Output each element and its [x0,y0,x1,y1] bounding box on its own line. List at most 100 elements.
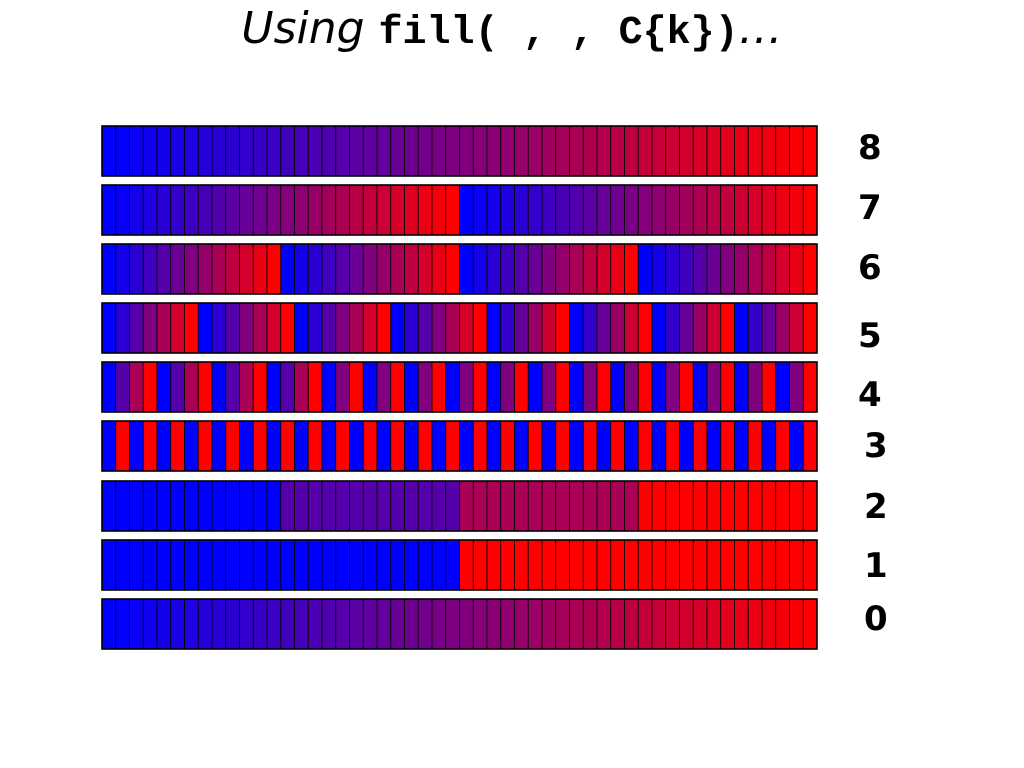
strip-cell [390,420,405,472]
strip-frame [101,598,818,650]
strip-cell [734,125,749,177]
strip-cell [802,539,818,591]
strip-cell [362,539,378,591]
strip-cell [775,243,790,295]
strip-cell [514,184,529,236]
strip-cell [527,539,543,591]
strip-cell [541,539,557,591]
strip-cell [307,598,323,650]
strip-cell [280,420,295,472]
strip-cell [156,480,172,532]
strip-cell [129,598,144,650]
strip-cell [417,361,433,413]
strip-cell [225,302,240,354]
strip-cell [802,125,818,177]
strip-cell [129,125,144,177]
strip-cell [197,184,213,236]
strip-cell [734,480,749,532]
strip-cell [307,480,323,532]
strip-7 [101,184,818,236]
strip-cell [500,302,515,354]
strip-cell [197,125,213,177]
strip-frame [101,420,818,472]
strip-cell [610,598,625,650]
strip-cell [541,598,557,650]
slide-title: Using fill( , , C{k})… [0,4,1024,59]
strip-cell [390,184,405,236]
strip-frame [101,480,818,532]
strip-cell [445,302,460,354]
strip-cell [610,480,625,532]
strip-cell [789,361,804,413]
strip-cell [679,420,694,472]
strip-cell [720,361,735,413]
strip-cell [349,539,364,591]
strip-cell [582,598,598,650]
strip-cell [569,598,584,650]
strip-3 [101,420,818,472]
strip-cell [129,361,144,413]
strip-label-4: 4 [858,375,882,415]
strip-cell [541,184,557,236]
strip-cell [624,361,639,413]
strip-cell [225,480,240,532]
strip-cell [252,125,268,177]
strip-cell [472,125,488,177]
strip-cell [294,420,309,472]
strip-cell [266,184,282,236]
strip-cell [445,125,460,177]
strip-cell [280,361,295,413]
strip-cell [582,420,598,472]
strip-cell [692,598,708,650]
strip-cell [431,184,447,236]
strip-cell [472,302,488,354]
strip-cell [624,420,639,472]
strip-cell [239,539,254,591]
strip-cell [101,361,117,413]
strip-cell [775,598,790,650]
strip-cell [747,243,763,295]
strip-cell [582,361,598,413]
strip-cell [459,598,474,650]
strip-cell [431,302,447,354]
strip-0 [101,598,818,650]
strip-cell [610,420,625,472]
strip-frame [101,243,818,295]
strip-cell [692,480,708,532]
strip-cell [734,361,749,413]
strip-cell [321,480,337,532]
strip-cell [280,480,295,532]
strip-cell [500,125,515,177]
strip-cell [775,184,790,236]
strip-cell [266,480,282,532]
strip-cell [500,480,515,532]
strip-cell [514,125,529,177]
strip-cell [349,480,364,532]
strip-cell [500,598,515,650]
strip-cell [555,184,570,236]
strip-cell [321,420,337,472]
strip-cell [555,539,570,591]
strip-cell [225,243,240,295]
strip-cell [349,302,364,354]
strip-cell [679,361,694,413]
strip-cell [527,243,543,295]
strip-cell [692,420,708,472]
strip-cell [651,420,667,472]
strip-cell [307,539,323,591]
strip-cell [472,598,488,650]
strip-cell [679,598,694,650]
strip-cell [101,302,117,354]
strip-cell [294,598,309,650]
strip-cell [500,184,515,236]
strip-cell [637,243,653,295]
strip-cell [692,243,708,295]
strip-cell [472,243,488,295]
strip-cell [239,302,254,354]
strip-cell [431,539,447,591]
strip-cell [156,302,172,354]
strip-cell [404,184,419,236]
strip-cell [129,243,144,295]
strip-cell [417,125,433,177]
